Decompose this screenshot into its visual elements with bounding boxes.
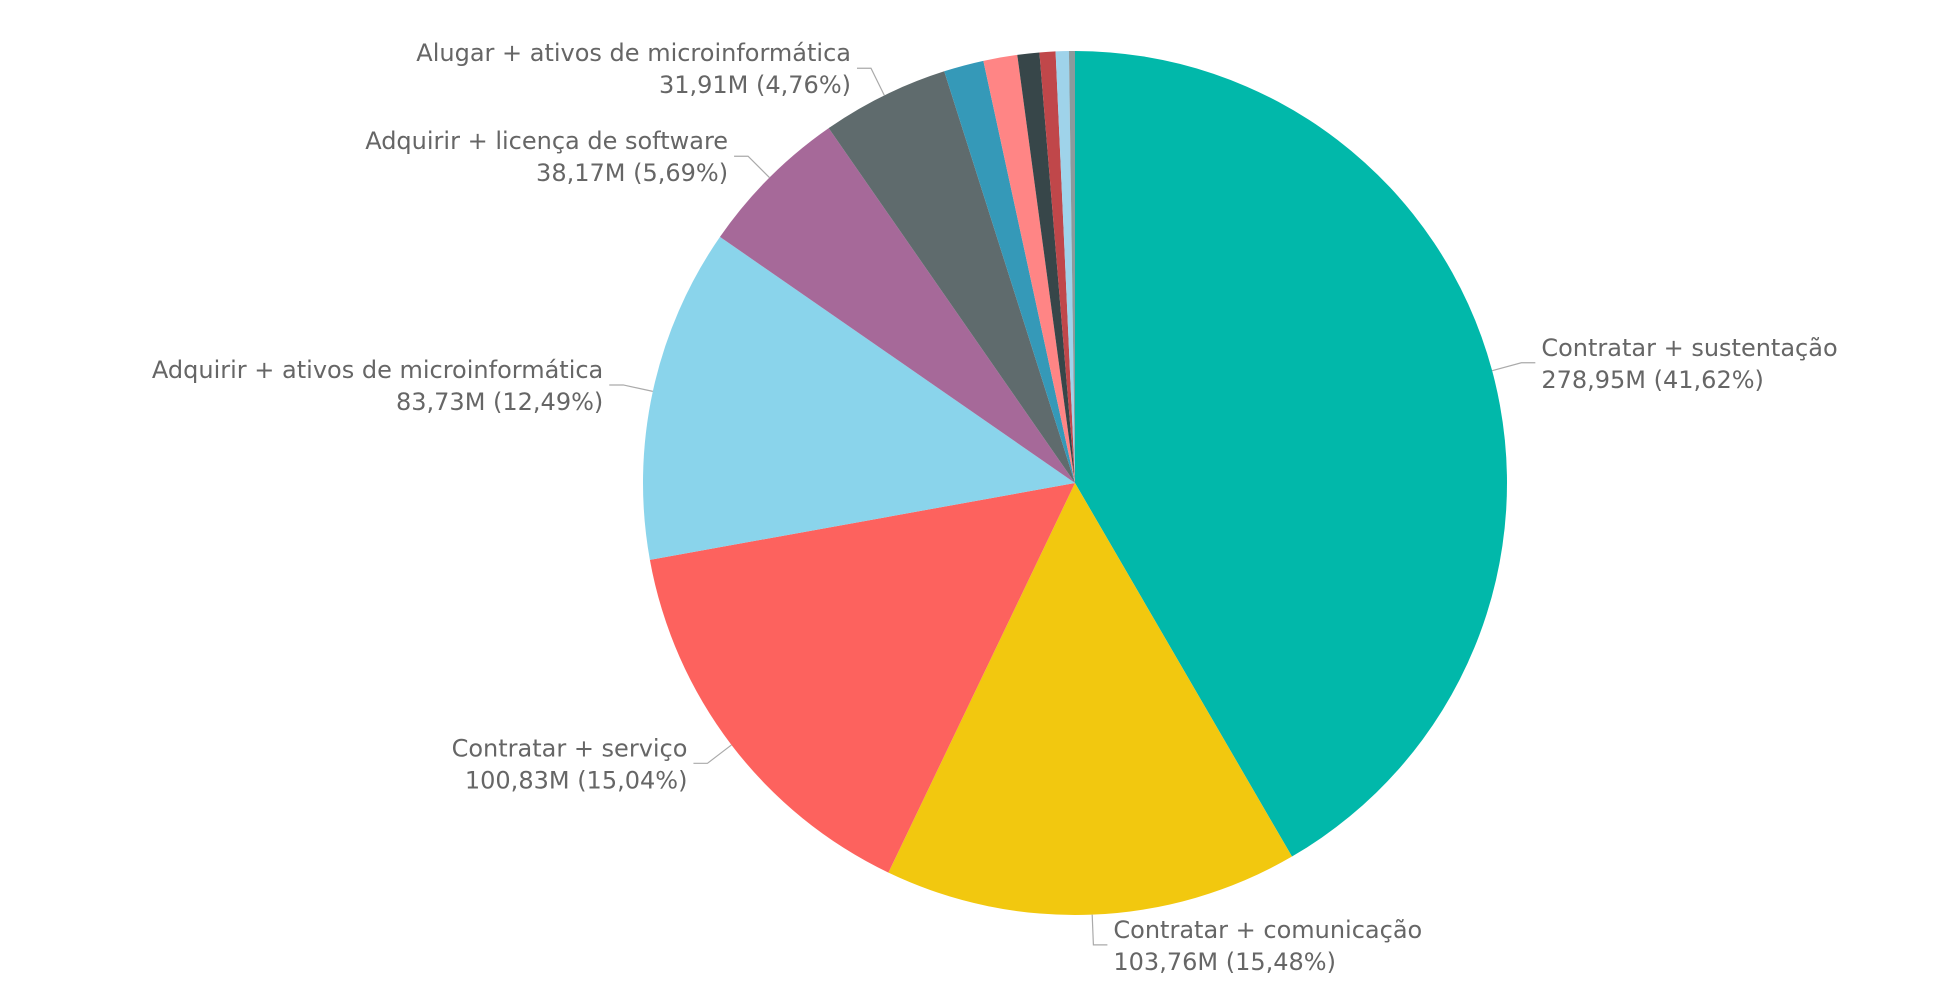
pie-slice: [1075, 51, 1507, 857]
slice-label: Adquirir + ativos de microinformática: [152, 356, 603, 384]
slice-label: Contratar + sustentação: [1541, 334, 1837, 362]
pie-slice: [1039, 51, 1075, 483]
pie-slice: [719, 128, 1075, 483]
leader-line: [1491, 362, 1536, 372]
leader-line: [693, 744, 732, 764]
slice-value-label: 103,76M (15,48%): [1113, 948, 1336, 976]
pie-slice: [649, 483, 1075, 873]
slice-value-label: 83,73M (12,49%): [396, 388, 603, 416]
leader-line: [734, 155, 770, 179]
pie-slice: [1068, 51, 1075, 483]
leader-line: [856, 67, 885, 96]
slice-label: Contratar + comunicação: [1113, 916, 1422, 944]
pie-slice: [888, 483, 1292, 916]
slice-label: Contratar + serviço: [452, 734, 688, 762]
slice-value-label: 278,95M (41,62%): [1541, 366, 1764, 394]
pie-slice: [983, 54, 1075, 484]
pie-slice: [828, 71, 1075, 484]
pie-slice: [643, 236, 1075, 560]
pie-slice: [944, 60, 1075, 483]
slice-label: Alugar + ativos de microinformática: [416, 39, 851, 67]
slice-value-label: 100,83M (15,04%): [465, 766, 688, 794]
pie-slice: [1055, 51, 1075, 483]
leader-line: [1091, 914, 1108, 946]
leader-line: [609, 384, 653, 392]
slice-value-label: 31,91M (4,76%): [659, 71, 851, 99]
slice-value-label: 38,17M (5,69%): [536, 159, 728, 187]
slice-label: Adquirir + licença de software: [365, 127, 728, 155]
pie-slice: [1017, 52, 1075, 483]
